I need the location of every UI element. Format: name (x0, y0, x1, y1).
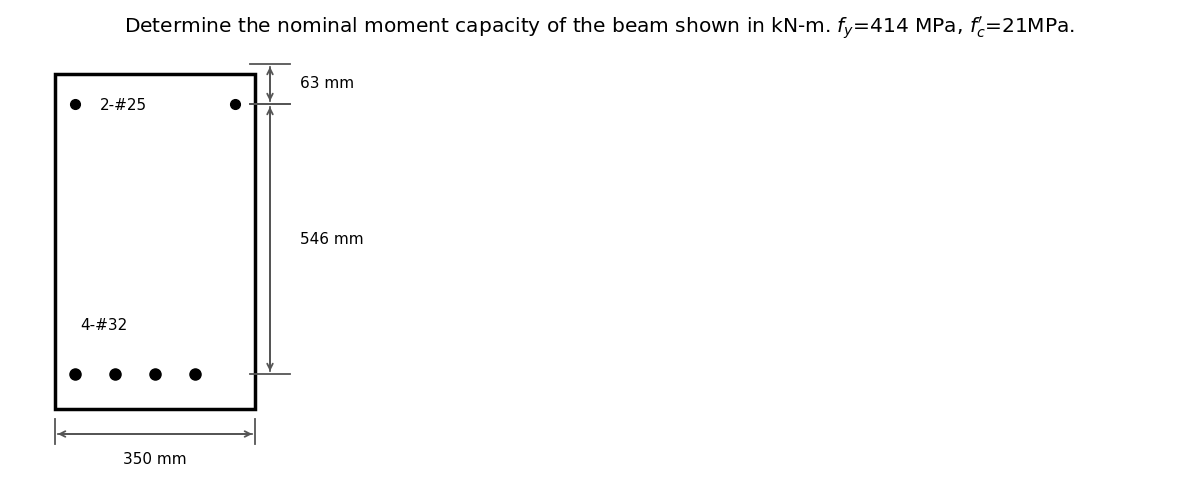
Text: 546 mm: 546 mm (300, 232, 364, 247)
Bar (55, 75, 256, 409)
Text: 350 mm: 350 mm (124, 451, 187, 467)
Text: 2-#25: 2-#25 (100, 97, 148, 112)
Text: Determine the nominal moment capacity of the beam shown in kN-m. $f_y$=414 MPa, : Determine the nominal moment capacity of… (125, 15, 1075, 41)
Text: 63 mm: 63 mm (300, 75, 354, 90)
Text: 4-#32: 4-#32 (80, 317, 127, 332)
